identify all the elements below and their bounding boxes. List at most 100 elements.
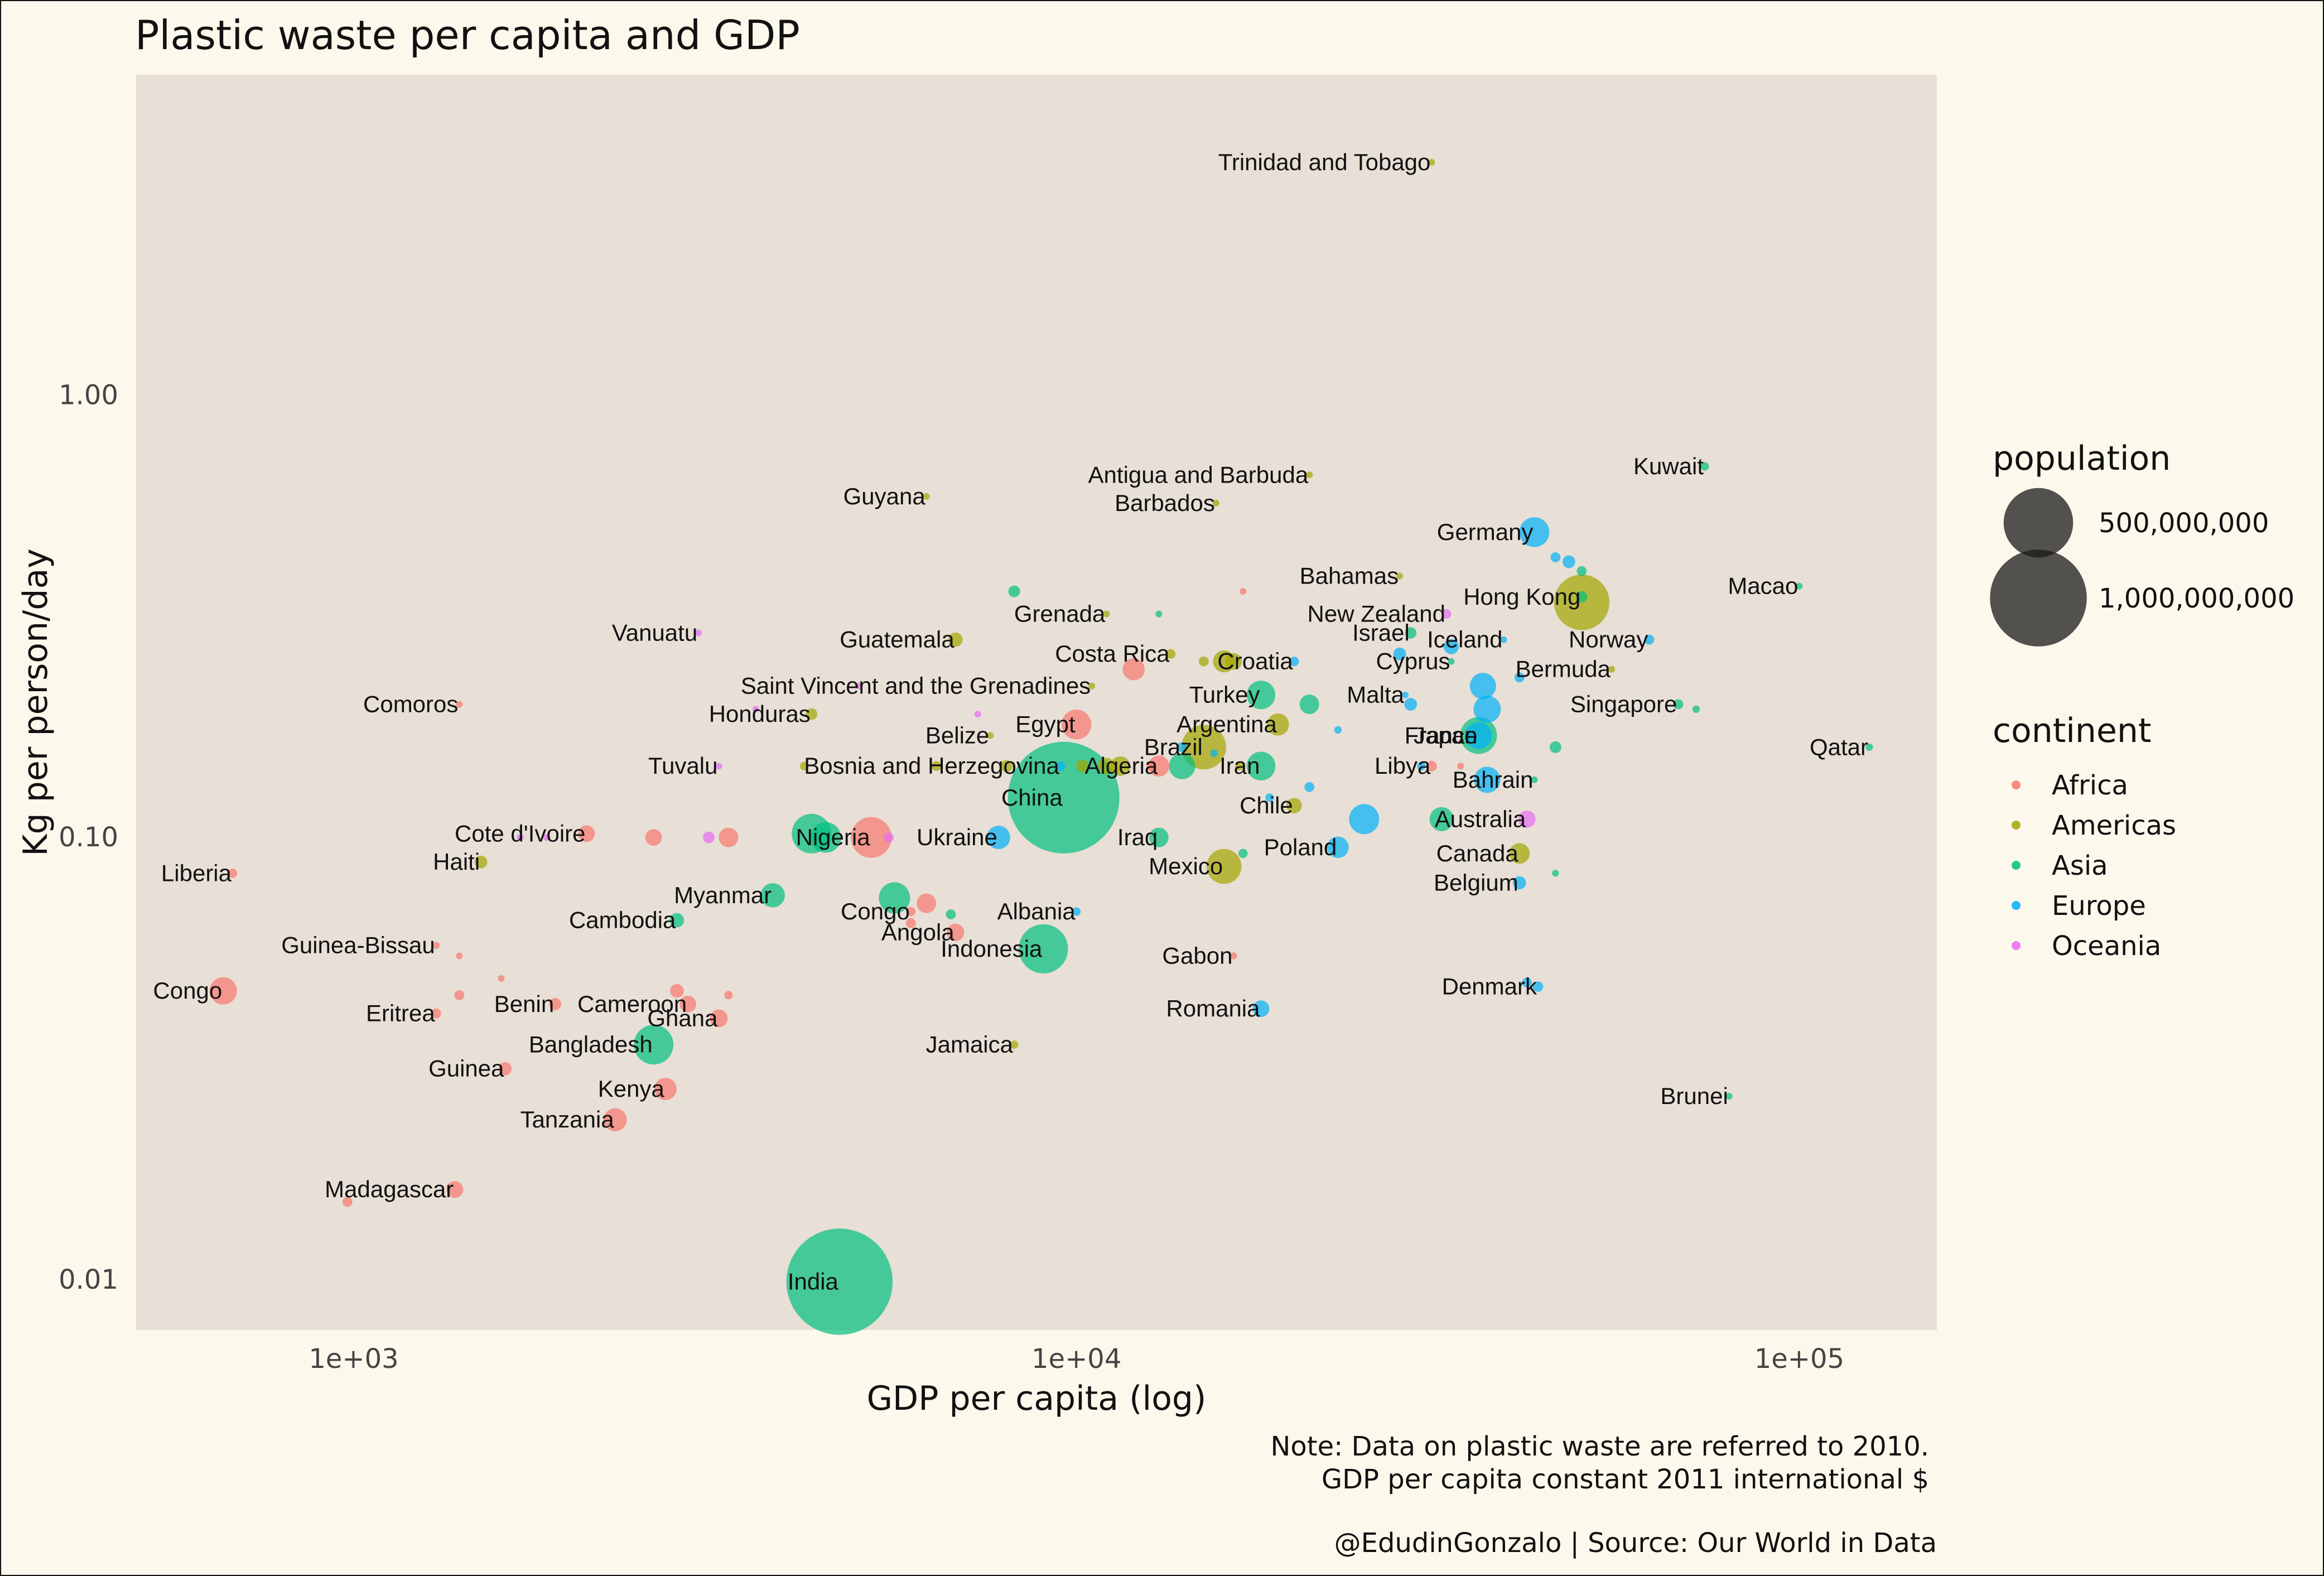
size-legend-key — [1990, 550, 2087, 647]
point-grenada — [1103, 610, 1110, 618]
data-point — [498, 975, 505, 982]
point-belize — [987, 732, 994, 739]
data-point — [1110, 756, 1130, 776]
label-iceland: Iceland — [1427, 626, 1502, 653]
point-israel — [1405, 627, 1417, 639]
point-labels-layer: Trinidad and Tobago Kuwait Antigua and Bar… — [153, 149, 1868, 1295]
label-singapore: Singapore — [1570, 691, 1677, 717]
label-barbados: Barbados — [1115, 490, 1215, 516]
label-haiti: Haiti — [433, 849, 480, 875]
point-congo — [906, 907, 916, 917]
data-point — [1210, 749, 1218, 757]
size-legend-label: 500,000,000 — [2099, 508, 2269, 539]
label-argentina: Argentina — [1177, 711, 1277, 738]
data-point — [884, 832, 894, 842]
point-hong-kong — [1576, 591, 1588, 603]
point-antigua-and-barbuda — [1306, 471, 1313, 479]
label-india: India — [788, 1269, 839, 1295]
y-tick-label: 1.00 — [59, 379, 118, 411]
point-qatar — [1865, 743, 1873, 751]
data-point — [1473, 695, 1501, 723]
data-point — [931, 761, 942, 772]
point-barbados — [1212, 499, 1219, 507]
point-belgium — [1512, 876, 1526, 890]
data-point — [1576, 566, 1587, 576]
label-angola: Angola — [881, 919, 954, 945]
point-chile — [1286, 798, 1302, 813]
label-liberia: Liberia — [161, 860, 232, 886]
point-kuwait — [1700, 462, 1709, 471]
data-point — [800, 762, 809, 770]
label-costa-rica: Costa Rica — [1055, 640, 1170, 667]
x-axis-title: GDP per capita (log) — [867, 1379, 1207, 1418]
data-point — [1550, 552, 1561, 562]
label-kenya: Kenya — [598, 1076, 665, 1102]
label-algeria: Algeria — [1085, 753, 1158, 779]
data-point — [1299, 695, 1319, 714]
label-myanmar: Myanmar — [674, 882, 772, 908]
chart-title: Plastic waste per capita and GDP — [135, 12, 800, 59]
label-albania: Albania — [997, 898, 1076, 924]
x-tick-label: 1e+03 — [308, 1343, 398, 1375]
label-guinea: Guinea — [428, 1056, 504, 1082]
data-point — [752, 706, 759, 713]
label-israel: Israel — [1352, 620, 1410, 646]
data-point — [1443, 639, 1459, 654]
point-brunei — [1725, 1093, 1733, 1100]
points-layer — [209, 158, 1873, 1335]
label-cote-d-ivoire: Cote d'Ivoire — [455, 820, 585, 846]
label-qatar: Qatar — [1810, 734, 1868, 760]
point-bahamas — [1396, 572, 1404, 580]
data-point — [517, 834, 524, 841]
point-romania — [1252, 1000, 1270, 1017]
label-ukraine: Ukraine — [917, 824, 997, 850]
point-australia — [1518, 810, 1536, 828]
point-iran — [1246, 751, 1276, 780]
label-jamaica: Jamaica — [926, 1032, 1014, 1058]
point-ghana — [710, 1009, 728, 1028]
point-bahrain — [1531, 776, 1538, 783]
point-tuvalu — [715, 763, 722, 770]
data-point — [1169, 753, 1195, 779]
point-iceland — [1500, 636, 1507, 643]
data-point — [1076, 759, 1089, 773]
data-point — [1349, 804, 1380, 835]
point-honduras — [806, 708, 818, 720]
data-point — [1334, 726, 1342, 734]
data-point — [1240, 588, 1247, 595]
color-legend-label-oceania: Oceania — [2052, 931, 2161, 962]
point-poland — [1327, 836, 1349, 859]
point-guinea — [498, 1062, 512, 1076]
data-point — [1304, 782, 1315, 792]
point-haiti — [474, 855, 488, 869]
point-eritrea — [431, 1008, 441, 1019]
label-kuwait: Kuwait — [1633, 453, 1704, 479]
point-canada — [1509, 843, 1530, 864]
point-cameroon — [679, 995, 697, 1013]
point-kenya — [654, 1078, 677, 1100]
label-chile: Chile — [1240, 792, 1293, 818]
color-legend-label-africa: Africa — [2052, 770, 2128, 801]
label-tanzania: Tanzania — [520, 1106, 615, 1132]
point-liberia — [228, 869, 238, 878]
point-costa-rica — [1165, 649, 1176, 659]
data-point — [974, 711, 981, 718]
data-point — [1008, 585, 1020, 597]
label-croatia: Croatia — [1217, 648, 1293, 674]
data-point — [1429, 807, 1454, 831]
data-point — [1265, 793, 1274, 802]
data-point — [543, 834, 551, 841]
data-point — [1238, 849, 1248, 859]
label-grenada: Grenada — [1014, 601, 1106, 627]
x-tick-label: 1e+05 — [1754, 1343, 1844, 1375]
caption-note-line2: GDP per capita constant 2011 internation… — [1322, 1464, 1929, 1495]
point-singapore — [1673, 699, 1684, 710]
data-point — [1146, 761, 1157, 772]
point-libya — [1426, 760, 1437, 772]
label-honduras: Honduras — [709, 701, 811, 727]
color-legend: continent Africa Americas Asia Europe Oceani… — [1993, 711, 2176, 962]
label-indonesia: Indonesia — [941, 936, 1043, 962]
size-legend-title: population — [1993, 439, 2171, 478]
plot-panel — [136, 75, 1937, 1330]
label-bahrain: Bahrain — [1453, 767, 1534, 793]
